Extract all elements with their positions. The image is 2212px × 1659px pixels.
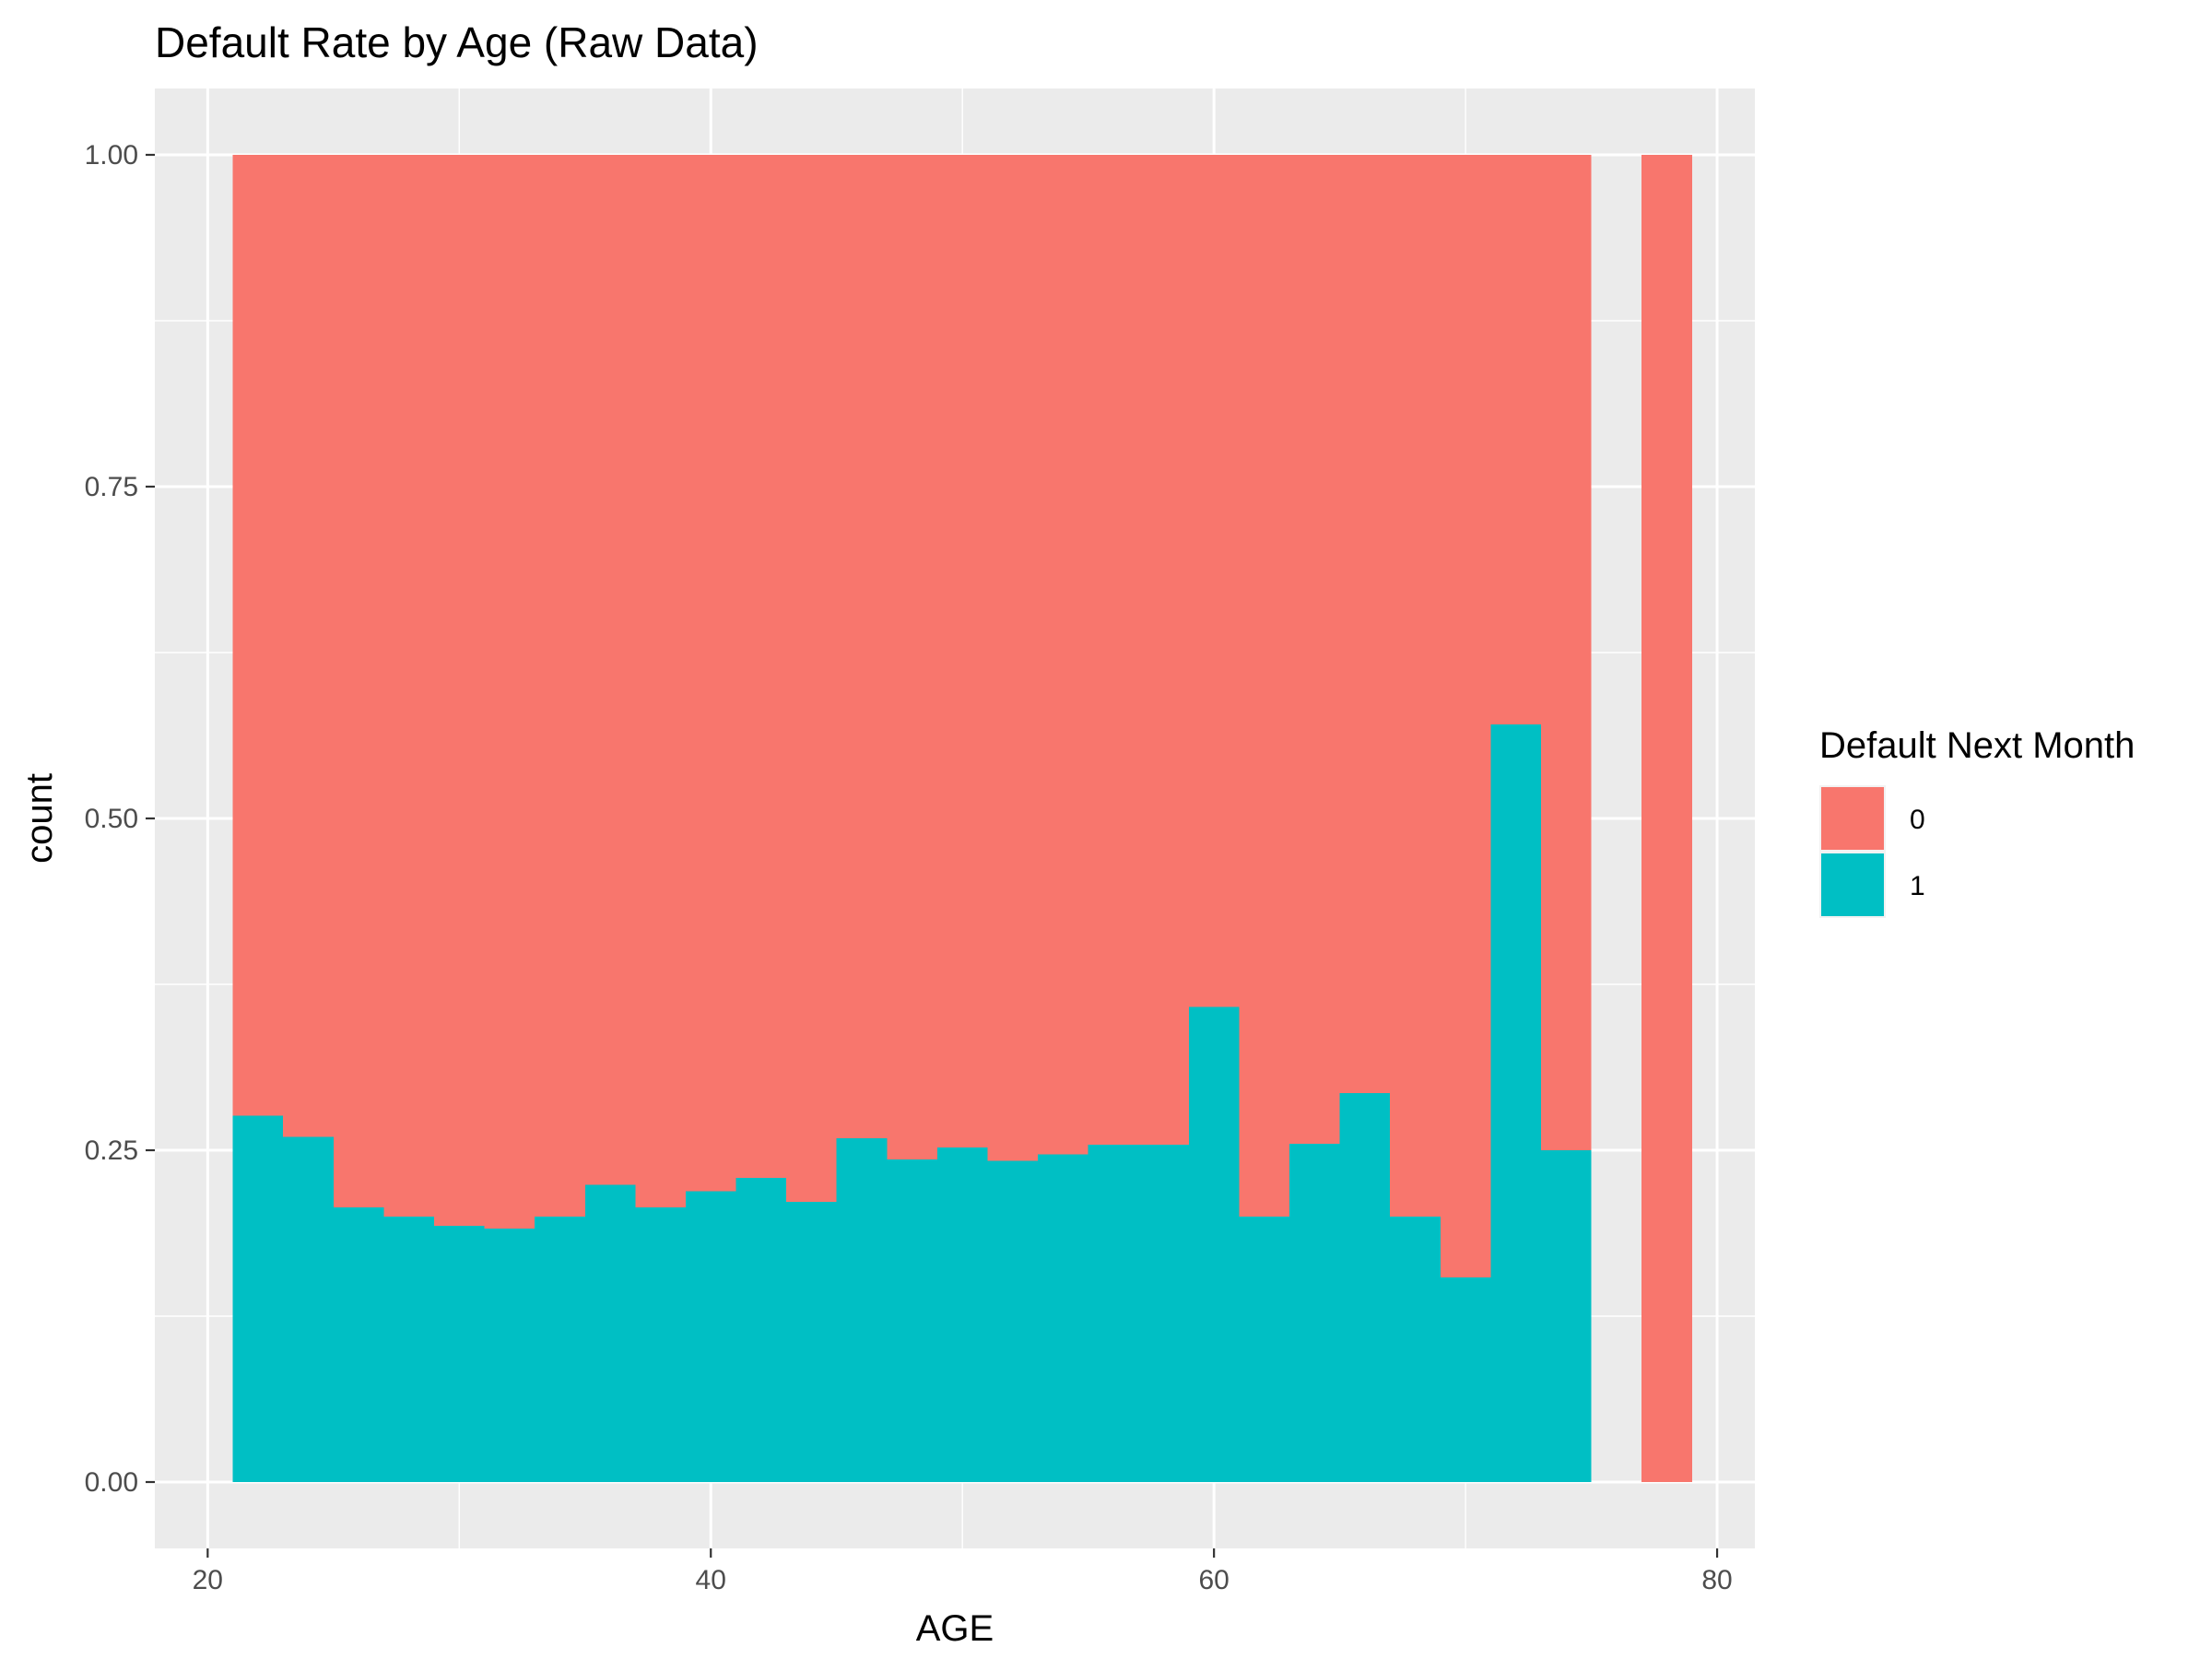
bar-1 xyxy=(987,1160,1039,1482)
x-tick-label: 80 xyxy=(1701,1565,1732,1595)
y-tick-label: 1.00 xyxy=(85,140,138,171)
bar-0 xyxy=(1490,155,1541,724)
bar-1 xyxy=(333,1206,384,1482)
legend-swatch-1 xyxy=(1821,853,1884,916)
axis-ticks: 20 40 60 80 0.00 0.25 0.50 0.75 1.00 xyxy=(85,140,1733,1595)
bar-0 xyxy=(1188,155,1240,1007)
y-tick-label: 0.25 xyxy=(85,1135,138,1166)
bar-0 xyxy=(1038,155,1088,1155)
x-tick-label: 60 xyxy=(1198,1565,1229,1595)
legend-title: Default Next Month xyxy=(1819,725,2135,766)
bar-1 xyxy=(735,1178,787,1482)
bar-1 xyxy=(1289,1143,1340,1482)
bar-1 xyxy=(1239,1217,1290,1482)
bar-0 xyxy=(1390,155,1441,1217)
legend: Default Next Month 0 1 xyxy=(1819,725,2135,918)
bar-1 xyxy=(1038,1154,1088,1482)
bar-0 xyxy=(1289,155,1340,1144)
bar-0 xyxy=(584,155,636,1185)
bars xyxy=(232,155,1692,1482)
bar-1 xyxy=(1138,1145,1189,1482)
bar-0 xyxy=(1440,155,1491,1278)
bar-1 xyxy=(1188,1006,1240,1482)
bar-0 xyxy=(484,155,535,1229)
bar-0 xyxy=(836,155,888,1139)
bar-0 xyxy=(887,155,937,1160)
bar-1 xyxy=(1540,1150,1592,1482)
bar-0 xyxy=(1138,155,1189,1146)
bar-1 xyxy=(887,1159,937,1482)
bar-0 xyxy=(1339,155,1391,1094)
legend-label-0: 0 xyxy=(1910,805,1925,835)
bar-0 xyxy=(535,155,585,1217)
bar-0 xyxy=(1088,155,1139,1146)
bar-0 xyxy=(283,155,334,1137)
chart-title: Default Rate by Age (Raw Data) xyxy=(155,18,759,66)
bar-1 xyxy=(936,1147,988,1482)
bar-1 xyxy=(584,1184,636,1482)
x-tick-label: 40 xyxy=(696,1565,726,1595)
bar-0 xyxy=(735,155,787,1179)
y-axis-title: count xyxy=(19,773,60,864)
bar-1 xyxy=(635,1206,686,1482)
bar-1 xyxy=(383,1217,434,1482)
y-tick-label: 0.50 xyxy=(85,804,138,834)
y-tick-label: 0.75 xyxy=(85,472,138,502)
bar-0 xyxy=(1239,155,1290,1217)
bar-0 xyxy=(786,155,837,1203)
bar-1 xyxy=(283,1136,334,1482)
y-tick-label: 0.00 xyxy=(85,1467,138,1498)
bar-0 xyxy=(936,155,988,1148)
bar-1 xyxy=(836,1138,888,1482)
bar-1 xyxy=(1339,1093,1391,1482)
x-tick-label: 20 xyxy=(193,1565,223,1595)
bar-0 xyxy=(685,155,736,1192)
bar-1 xyxy=(232,1115,284,1482)
bar-1 xyxy=(1440,1277,1491,1482)
bar-1 xyxy=(685,1191,736,1482)
bar-1 xyxy=(1088,1145,1139,1482)
x-axis-title: AGE xyxy=(916,1608,994,1649)
bar-0 xyxy=(1641,155,1692,1482)
legend-label-1: 1 xyxy=(1910,871,1925,901)
bar-0 xyxy=(987,155,1039,1161)
bar-0 xyxy=(433,155,485,1227)
bar-0 xyxy=(1540,155,1592,1150)
bar-1 xyxy=(484,1228,535,1482)
bar-0 xyxy=(635,155,686,1207)
bar-1 xyxy=(1490,724,1541,1482)
bar-1 xyxy=(535,1217,585,1482)
bar-0 xyxy=(333,155,384,1207)
bar-0 xyxy=(383,155,434,1217)
bar-1 xyxy=(1390,1217,1441,1482)
bar-0 xyxy=(232,155,284,1116)
bar-1 xyxy=(786,1202,837,1482)
bar-1 xyxy=(433,1226,485,1482)
legend-swatch-0 xyxy=(1821,787,1884,850)
